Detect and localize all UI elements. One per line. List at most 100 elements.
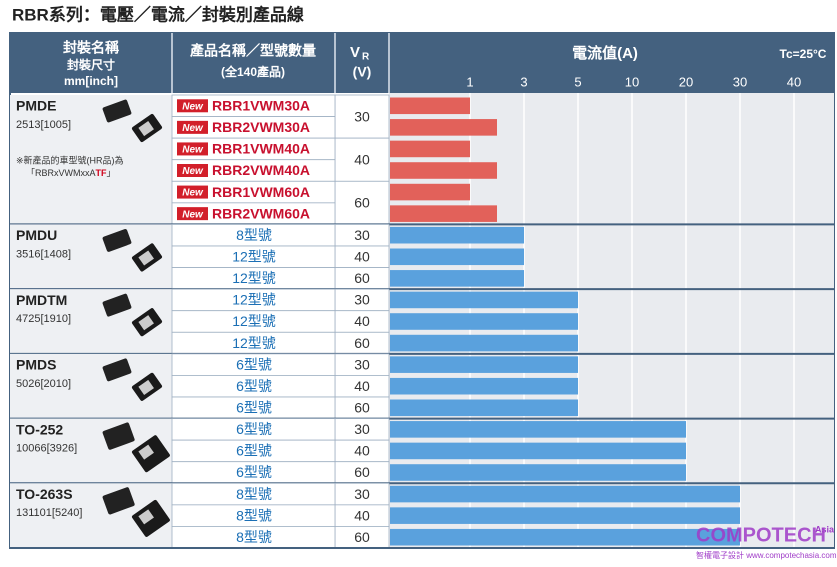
vr-value: 40 <box>354 248 370 264</box>
vr-value: 40 <box>354 443 370 459</box>
x-tick-label: 3 <box>520 74 527 89</box>
bar <box>390 270 524 287</box>
package-lead <box>138 250 154 266</box>
package-icon <box>102 358 163 401</box>
bar <box>390 507 740 524</box>
header-text: 電流值(A) <box>572 44 638 62</box>
title: RBR系列：電壓／電流／封裝別產品線 <box>12 4 304 24</box>
package-size: 3516[1408] <box>16 248 71 260</box>
vr-value: 60 <box>354 529 370 545</box>
product-count: 12型號 <box>232 313 276 329</box>
vr-value: 30 <box>354 108 370 124</box>
vr-value: 30 <box>354 486 370 502</box>
product-count: 12型號 <box>232 292 276 308</box>
product-name: RBR2VWM60A <box>212 205 310 221</box>
vr-cell <box>334 180 390 225</box>
vr-value: 30 <box>354 421 370 437</box>
x-tick-label: 1 <box>466 74 473 89</box>
bar <box>390 334 578 352</box>
bar <box>390 205 497 222</box>
package-size: 10066[3926] <box>16 442 77 454</box>
vr-value: 60 <box>354 464 370 480</box>
product-count: 8型號 <box>236 486 272 502</box>
product-count: 6型號 <box>236 464 272 480</box>
new-label: New <box>182 209 204 220</box>
package-name: PMDU <box>16 227 57 243</box>
package-name: TO-252 <box>16 421 63 437</box>
watermark-site: 智權電子設計 www.compotechasia.com <box>696 550 837 560</box>
bar <box>390 291 578 309</box>
package-lead <box>138 509 154 525</box>
bar <box>390 399 578 417</box>
package-size: 5026[2010] <box>16 378 71 390</box>
package-cell <box>10 95 172 225</box>
product-count: 12型號 <box>232 335 276 351</box>
x-tick-label: 40 <box>787 74 801 89</box>
package-name: PMDE <box>16 98 56 114</box>
header-text: V <box>350 44 360 61</box>
product-count: 12型號 <box>232 270 276 286</box>
package-shape <box>102 422 135 450</box>
package-size: 4725[1910] <box>16 313 71 325</box>
watermark-region: Asia <box>815 524 835 534</box>
note-part: 「RBRxVWMxxA <box>26 168 96 178</box>
x-tick-label: 30 <box>733 74 747 89</box>
vr-value: 30 <box>354 292 370 308</box>
new-label: New <box>182 145 204 156</box>
new-label: New <box>182 188 204 199</box>
package-icon <box>102 229 163 272</box>
package-size: 2513[1005] <box>16 119 71 131</box>
package-shape <box>102 358 132 382</box>
new-badge <box>177 185 208 199</box>
new-badge <box>177 99 208 113</box>
package-shape <box>102 487 135 515</box>
bar <box>390 356 578 373</box>
bar <box>390 119 497 136</box>
package-name: PMDTM <box>16 292 67 308</box>
product-count: 12型號 <box>232 248 276 264</box>
header-text: Tc=25°C <box>780 47 827 61</box>
new-label: New <box>182 123 204 134</box>
product-count: 6型號 <box>236 421 272 437</box>
new-label: New <box>182 166 204 177</box>
x-tick-label: 10 <box>625 74 639 89</box>
bar <box>390 464 686 481</box>
header-text: 封裝名稱 <box>63 40 119 56</box>
product-name: RBR1VWM40A <box>212 141 310 157</box>
header-text: mm[inch] <box>64 74 118 88</box>
new-badge <box>177 207 208 221</box>
note-part: TF <box>96 168 107 178</box>
bar <box>390 485 740 503</box>
watermark-brand: COMPOTECH <box>696 524 826 546</box>
bar <box>390 162 497 179</box>
package-size: 131101[5240] <box>16 507 82 519</box>
new-badge <box>177 120 208 134</box>
product-count: 6型號 <box>236 399 272 415</box>
product-count: 6型號 <box>236 443 272 459</box>
package-lead <box>138 379 154 395</box>
product-count: 8型號 <box>236 529 272 545</box>
package-shape <box>102 99 132 123</box>
product-count: 8型號 <box>236 227 272 243</box>
vr-value: 40 <box>354 507 370 523</box>
vr-value: 30 <box>354 227 370 243</box>
bar <box>390 97 470 115</box>
bar <box>390 183 470 201</box>
vr-value: 40 <box>354 151 370 167</box>
note: ※新產品的車型號(HR品)為 <box>16 154 124 165</box>
vr-value: 60 <box>354 270 370 286</box>
product-count: 6型號 <box>236 378 272 394</box>
vr-cell <box>334 94 390 139</box>
product-name: RBR2VWM30A <box>212 119 310 135</box>
vr-value: 30 <box>354 356 370 372</box>
header-text: (V) <box>353 64 372 80</box>
new-badge <box>177 142 208 156</box>
package-icon <box>102 487 170 537</box>
bar <box>390 248 524 266</box>
header-text: 封裝尺寸 <box>67 57 115 72</box>
x-tick-label: 20 <box>679 74 693 89</box>
product-name: RBR2VWM40A <box>212 162 310 178</box>
header-bg <box>10 33 834 93</box>
bar <box>390 528 740 546</box>
header-text: R <box>362 52 370 63</box>
